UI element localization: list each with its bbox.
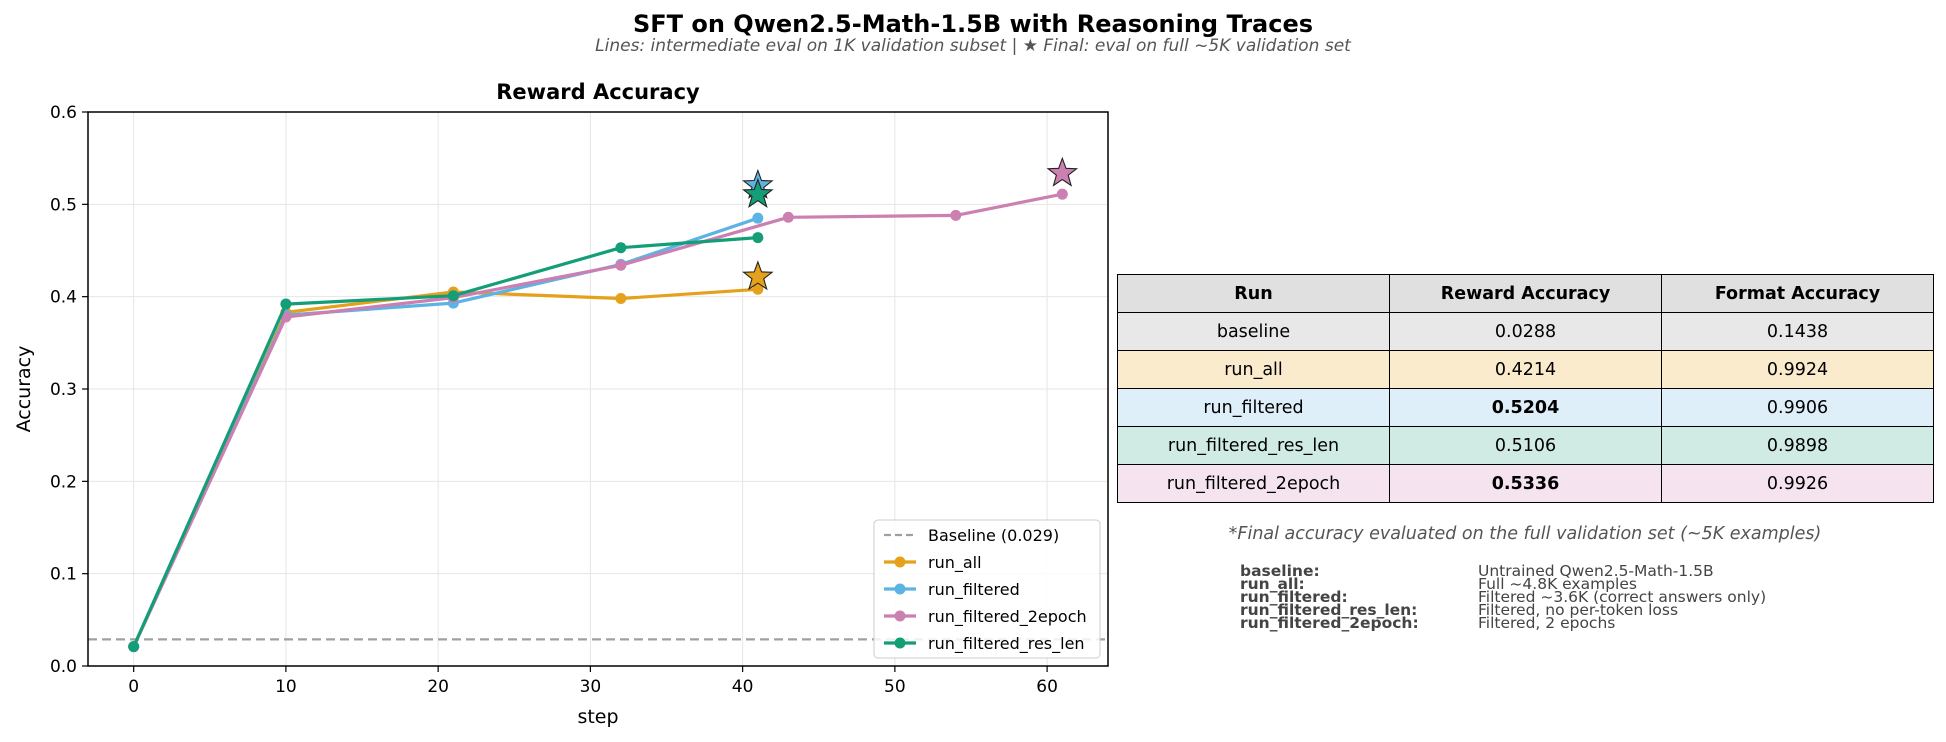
data-point [280, 311, 292, 323]
data-point [128, 641, 140, 653]
table-row: run_filtered 0.5204 0.9906 [1117, 388, 1934, 427]
table-row: run_filtered_2epoch 0.5336 0.9926 [1117, 464, 1934, 503]
legend-swatch-marker [894, 610, 906, 622]
y-tick-label: 0.5 [50, 195, 77, 215]
legend-box [873, 519, 1101, 659]
data-point [1056, 188, 1068, 200]
table-row: run_filtered_res_len 0.5106 0.9898 [1117, 426, 1934, 465]
series-run_filtered_res_len [128, 232, 764, 653]
x-tick-label: 30 [580, 677, 602, 697]
data-point [752, 283, 764, 295]
final-results-table: Run Reward Accuracy Format Accuracy base… [1117, 274, 1934, 503]
data-point [447, 290, 459, 302]
table-cell-format: 0.9924 [1661, 350, 1934, 389]
legend-label: run_all [928, 553, 982, 573]
table-cell-reward: 0.5336 [1389, 464, 1662, 503]
description-key: run_filtered_2epoch: [1240, 614, 1419, 632]
y-tick-label: 0.1 [50, 565, 77, 585]
table-cell-reward: 0.4214 [1389, 350, 1662, 389]
legend-label: run_filtered_2epoch [928, 607, 1087, 627]
table-header-reward: Reward Accuracy [1389, 274, 1662, 313]
table-row: baseline 0.0288 0.1438 [1117, 312, 1934, 351]
table-cell-format: 0.9906 [1661, 388, 1934, 427]
legend-label: run_filtered [928, 580, 1020, 600]
legend-label: Baseline (0.029) [928, 526, 1059, 545]
table-footnote: *Final accuracy evaluated on the full va… [1228, 524, 1822, 544]
final-star-run_all [742, 260, 774, 291]
y-tick-label: 0.0 [50, 657, 77, 677]
data-point [615, 259, 627, 271]
legend-swatch-marker [894, 583, 906, 595]
series-line-run_all [132, 287, 759, 648]
table-cell-reward: 0.5106 [1389, 426, 1662, 465]
table-cell-run: run_filtered_res_len [1117, 426, 1390, 465]
x-tick-label: 40 [732, 677, 754, 697]
table-cell-format: 0.1438 [1661, 312, 1934, 351]
description-value: Filtered, no per-token loss [1478, 601, 1679, 619]
figure-subtitle: Lines: intermediate eval on 1K validatio… [595, 36, 1351, 56]
table-cell-reward: 0.0288 [1389, 312, 1662, 351]
x-tick-label: 60 [1036, 677, 1058, 697]
y-tick-label: 0.6 [50, 103, 77, 123]
table-cell-run: run_filtered_2epoch [1117, 464, 1390, 503]
description-key: baseline: [1240, 562, 1320, 580]
table-cell-run: run_filtered [1117, 388, 1390, 427]
data-point [950, 209, 962, 221]
table-cell-format: 0.9898 [1661, 426, 1934, 465]
data-point [280, 298, 292, 310]
series-run_all [128, 283, 764, 653]
description-value: Filtered ~3.6K (correct answers only) [1478, 588, 1767, 606]
table-header-run: Run [1117, 274, 1390, 313]
table-header-row: Run Reward Accuracy Format Accuracy [1117, 274, 1934, 313]
plot-frame [87, 111, 1109, 667]
x-tick-label: 20 [427, 677, 449, 697]
table-cell-run: baseline [1117, 312, 1390, 351]
data-point [782, 211, 794, 223]
description-key: run_filtered: [1240, 588, 1348, 606]
series-run_filtered_2epoch [128, 188, 1068, 653]
description-value: Filtered, 2 epochs [1478, 614, 1616, 632]
final-star-run_filtered_res_len [742, 177, 774, 209]
series-run_filtered [128, 212, 764, 653]
table-cell-run: run_all [1117, 350, 1390, 389]
table-header-format: Format Accuracy [1661, 274, 1934, 313]
x-axis-label: step [577, 706, 618, 728]
data-point [615, 293, 627, 305]
chart-legend: Baseline (0.029) run_all run_filtered run_f… [873, 519, 1101, 659]
description-value: Full ~4.8K examples [1478, 575, 1637, 593]
y-axis-label: Accuracy [13, 346, 35, 433]
x-tick-label: 50 [884, 677, 906, 697]
y-tick-label: 0.4 [50, 288, 77, 308]
data-point [752, 212, 764, 224]
description-value: Untrained Qwen2.5-Math-1.5B [1478, 562, 1714, 580]
table-cell-format: 0.9926 [1661, 464, 1934, 503]
x-tick-label: 10 [275, 677, 297, 697]
table-cell-reward: 0.5204 [1389, 388, 1662, 427]
legend-swatch-marker [894, 556, 906, 568]
data-point [615, 242, 627, 254]
description-key: run_filtered_res_len: [1240, 601, 1418, 619]
x-tick-label: 0 [128, 677, 139, 697]
figure-title: SFT on Qwen2.5-Math-1.5B with Reasoning … [632, 10, 1314, 38]
table-row: run_all 0.4214 0.9924 [1117, 350, 1934, 389]
data-point [752, 232, 764, 244]
y-tick-label: 0.2 [50, 472, 77, 492]
legend-swatch-marker [894, 637, 906, 649]
y-tick-label: 0.3 [50, 380, 77, 400]
final-star-run_filtered_2epoch [1046, 156, 1079, 187]
description-key: run_all: [1240, 575, 1305, 593]
legend-label: run_filtered_res_len [928, 634, 1085, 654]
chart-title: Reward Accuracy [496, 80, 700, 104]
